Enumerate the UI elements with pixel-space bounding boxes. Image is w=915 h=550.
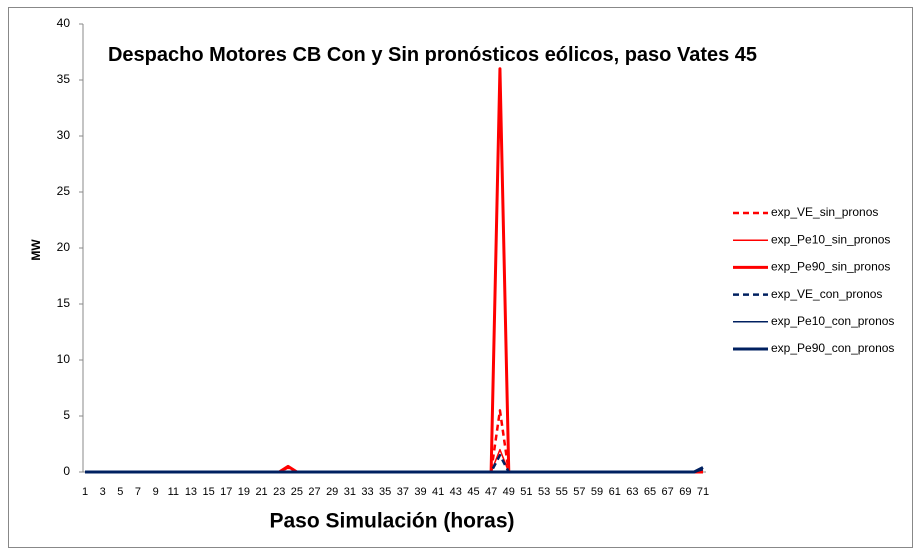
legend-label: exp_Pe90_con_pronos bbox=[771, 341, 894, 355]
x-tick-label: 27 bbox=[308, 486, 320, 498]
x-tick-label: 39 bbox=[414, 486, 426, 498]
x-axis-title: Paso Simulación (horas) bbox=[269, 510, 514, 533]
x-tick-label: 7 bbox=[135, 486, 141, 498]
x-tick-label: 5 bbox=[117, 486, 123, 498]
y-tick-label: 20 bbox=[57, 240, 71, 254]
y-tick-label: 35 bbox=[57, 72, 71, 86]
x-tick-label: 41 bbox=[432, 486, 444, 498]
x-tick-label: 15 bbox=[202, 486, 214, 498]
y-tick-label: 10 bbox=[57, 352, 71, 366]
y-tick-label: 25 bbox=[57, 184, 71, 198]
legend-label: exp_VE_con_pronos bbox=[771, 287, 882, 301]
x-tick-label: 21 bbox=[255, 486, 267, 498]
x-tick-label: 1 bbox=[82, 486, 88, 498]
x-tick-label: 13 bbox=[185, 486, 197, 498]
x-tick-label: 55 bbox=[556, 486, 568, 498]
legend-label: exp_VE_sin_pronos bbox=[771, 205, 878, 219]
x-tick-label: 25 bbox=[291, 486, 303, 498]
x-tick-label: 29 bbox=[326, 486, 338, 498]
x-tick-label: 45 bbox=[467, 486, 479, 498]
x-tick-label: 71 bbox=[697, 486, 709, 498]
chart-border bbox=[8, 7, 913, 548]
legend-label: exp_Pe10_con_pronos bbox=[771, 314, 894, 328]
x-tick-label: 33 bbox=[361, 486, 373, 498]
y-tick-label: 30 bbox=[57, 128, 71, 142]
x-tick-label: 57 bbox=[573, 486, 585, 498]
series-line bbox=[85, 466, 704, 474]
x-tick-label: 9 bbox=[153, 486, 159, 498]
x-tick-label: 63 bbox=[626, 486, 638, 498]
x-tick-label: 35 bbox=[379, 486, 391, 498]
x-tick-label: 43 bbox=[450, 486, 462, 498]
y-tick-label: 15 bbox=[57, 296, 71, 310]
x-tick-label: 37 bbox=[397, 486, 409, 498]
y-tick-label: 40 bbox=[57, 16, 71, 30]
x-tick-label: 65 bbox=[644, 486, 656, 498]
x-tick-label: 47 bbox=[485, 486, 497, 498]
y-tick-label: 0 bbox=[63, 464, 70, 478]
x-tick-label: 3 bbox=[100, 486, 106, 498]
chart-title: Despacho Motores CB Con y Sin pronóstico… bbox=[107, 44, 758, 66]
x-tick-label: 51 bbox=[520, 486, 532, 498]
x-tick-label: 19 bbox=[238, 486, 250, 498]
legend-label: exp_Pe10_sin_pronos bbox=[771, 232, 890, 246]
x-tick-label: 61 bbox=[609, 486, 621, 498]
y-tick-label: 5 bbox=[63, 408, 70, 422]
x-tick-label: 67 bbox=[662, 486, 674, 498]
x-tick-label: 69 bbox=[679, 486, 691, 498]
x-tick-label: 31 bbox=[344, 486, 356, 498]
x-tick-label: 23 bbox=[273, 486, 285, 498]
x-tick-label: 53 bbox=[538, 486, 550, 498]
x-tick-label: 59 bbox=[591, 486, 603, 498]
x-tick-label: 17 bbox=[220, 486, 232, 498]
legend-label: exp_Pe90_sin_pronos bbox=[771, 260, 890, 274]
x-tick-label: 11 bbox=[168, 486, 179, 498]
y-axis-title: MW bbox=[29, 239, 43, 261]
x-tick-label: 49 bbox=[503, 486, 515, 498]
